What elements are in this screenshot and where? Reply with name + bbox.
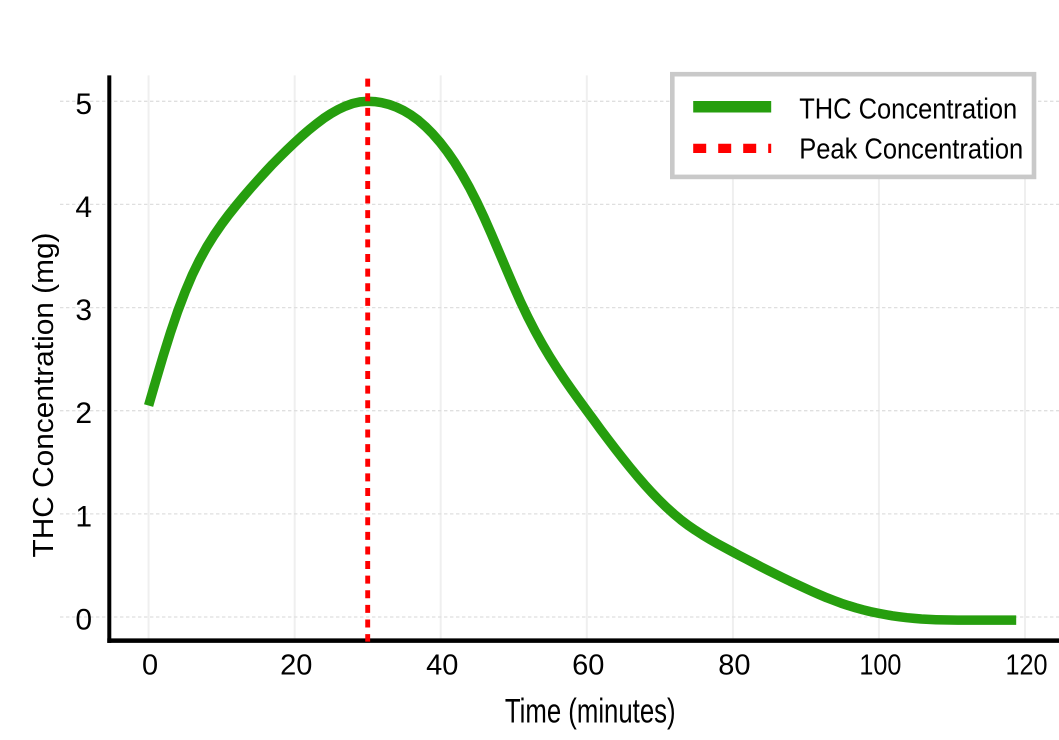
- svg-text:Peak Concentration: Peak Concentration: [799, 134, 1023, 166]
- svg-text:Time (minutes): Time (minutes): [505, 692, 676, 730]
- svg-text:3: 3: [75, 294, 92, 327]
- svg-text:20: 20: [280, 650, 312, 682]
- svg-text:4: 4: [75, 191, 92, 224]
- svg-text:0: 0: [142, 650, 158, 682]
- svg-text:40: 40: [426, 650, 458, 682]
- svg-text:1: 1: [75, 500, 92, 533]
- svg-text:80: 80: [718, 650, 750, 682]
- svg-text:THC Concentration: THC Concentration: [799, 94, 1017, 126]
- svg-text:60: 60: [572, 650, 604, 682]
- svg-text:5: 5: [75, 88, 92, 121]
- svg-text:100: 100: [859, 650, 901, 682]
- svg-text:0: 0: [75, 604, 92, 637]
- svg-text:120: 120: [1006, 650, 1048, 682]
- svg-text:2: 2: [75, 397, 92, 430]
- svg-text:THC Concentration (mg): THC Concentration (mg): [28, 233, 60, 558]
